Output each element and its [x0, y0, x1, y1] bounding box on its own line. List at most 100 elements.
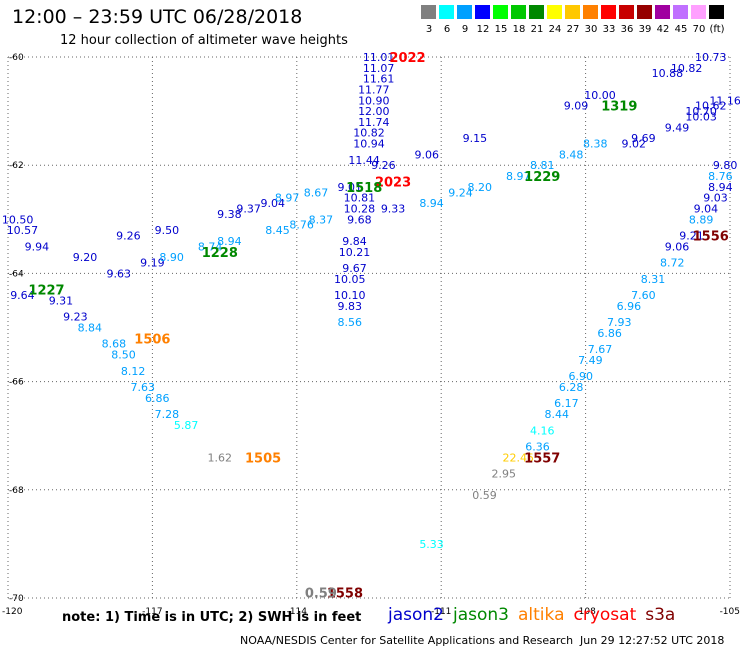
wave-height-label: 9.31: [49, 294, 74, 307]
pass-time-label: 2023: [375, 175, 411, 190]
wave-height-label: 7.67: [588, 343, 613, 356]
map-subtitle: 12 hour collection of altimeter wave hei…: [60, 33, 348, 48]
wave-height-label: 7.28: [155, 408, 180, 421]
wave-height-label: 9.09: [564, 100, 589, 113]
wave-height-label: 8.94: [708, 181, 733, 194]
wave-height-label: 8.48: [559, 148, 584, 161]
wave-height-label: 6.17: [554, 397, 579, 410]
wave-height-label: 9.80: [713, 159, 738, 172]
wave-height-label: 11.77: [358, 83, 390, 96]
wave-height-label: 9.49: [665, 121, 690, 134]
wave-height-label: 6.36: [525, 441, 550, 454]
wave-height-label: 9.84: [342, 235, 367, 248]
legend-label: 21: [530, 24, 544, 35]
lat-tick-label: -64: [9, 269, 24, 279]
pass-time-label: 0.59: [305, 587, 337, 602]
wave-height-label: 9.37: [236, 202, 261, 215]
wave-height-label: 9.24: [448, 186, 473, 199]
wave-height-label: 9.01: [337, 181, 362, 194]
wave-height-label: 7.63: [131, 381, 156, 394]
wave-height-label: 10.62: [695, 100, 727, 113]
wave-height-label: 11.07: [363, 62, 395, 75]
wave-height-label: 1.62: [208, 451, 233, 464]
wave-height-label: 9.67: [342, 262, 367, 275]
legend-label: 42: [656, 24, 670, 35]
legend-unit: (ft): [709, 24, 725, 35]
legend-swatch: [439, 5, 454, 19]
legend-label: 18: [512, 24, 526, 35]
satellite-s3a: s3a: [645, 605, 676, 625]
legend-label: 39: [638, 24, 652, 35]
legend-label: 27: [566, 24, 580, 35]
pass-time-label: 2022: [389, 51, 425, 66]
wave-height-label: 10.21: [339, 246, 371, 259]
lat-tick-label: -62: [9, 161, 24, 171]
wave-height-label: 6.96: [617, 300, 642, 313]
wave-height-label: 9.04: [260, 197, 285, 210]
wave-height-label: 9.50: [155, 224, 180, 237]
pass-time-label: 1518: [346, 181, 382, 196]
wave-height-label: 6.28: [559, 381, 584, 394]
lon-tick-label: -117: [142, 607, 162, 617]
lat-tick-label: -70: [9, 594, 24, 604]
wave-height-label: 9.94: [25, 240, 50, 253]
legend-swatch: [601, 5, 616, 19]
lon-tick-label: -105: [720, 607, 740, 617]
legend-swatch: [655, 5, 670, 19]
wave-height-label: 8.67: [304, 186, 329, 199]
satellite-jason3: jason3: [453, 605, 509, 625]
wave-height-label: 8.72: [660, 257, 685, 270]
legend-swatch: [547, 5, 562, 19]
footer-note: note: 1) Time is in UTC; 2) SWH is in fe…: [62, 610, 362, 625]
wave-height-label: 10.94: [353, 138, 385, 151]
lon-tick-label: -114: [287, 607, 308, 617]
footer-credit: NOAA/NESDIS Center for Satellite Applica…: [240, 634, 574, 647]
wave-height-label: 6.90: [569, 370, 594, 383]
legend-label: 6: [443, 24, 451, 35]
wave-height-label: 8.97: [506, 170, 531, 183]
wave-height-label: 8.81: [530, 159, 555, 172]
wave-height-label: 10.57: [7, 224, 39, 237]
legend-swatch: [511, 5, 526, 19]
wave-height-label: 9.69: [631, 132, 656, 145]
lat-tick-label: -68: [9, 486, 24, 496]
wave-height-label: 10.82: [353, 127, 385, 140]
wave-height-label: 11.01: [363, 51, 395, 64]
wave-height-label: 6.86: [597, 327, 622, 340]
legend-label: 30: [584, 24, 598, 35]
legend-swatch: [565, 5, 580, 19]
legend-swatch: [619, 5, 634, 19]
wave-height-label: 9.15: [463, 132, 488, 145]
wave-height-label: 11.16: [709, 94, 740, 107]
wave-height-label: 0.59: [472, 489, 497, 502]
lon-tick-label: -120: [2, 607, 23, 617]
wave-height-label: 8.45: [265, 224, 290, 237]
legend-swatch: [457, 5, 472, 19]
legend-label: 24: [548, 24, 562, 35]
legend-label: 12: [476, 24, 490, 35]
legend-label: 70: [692, 24, 706, 35]
wave-height-label: 9.38: [217, 208, 242, 221]
wave-height-label: 5.33: [419, 538, 444, 551]
wave-height-label: 7.93: [607, 316, 632, 329]
wave-height-label: 10.00: [584, 89, 616, 102]
wave-height-label: 8.84: [78, 322, 103, 335]
lon-tick-label: -108: [575, 607, 596, 617]
wave-height-label: 2.95: [492, 468, 517, 481]
wave-height-label: 10.81: [344, 192, 376, 205]
wave-height-label: 9.68: [347, 213, 372, 226]
wave-height-label: 8.38: [583, 138, 608, 151]
legend-label: 36: [620, 24, 634, 35]
wave-height-label: 8.68: [102, 338, 127, 351]
wave-height-label: 9.20: [73, 251, 98, 264]
wave-height-label: 8.89: [689, 213, 714, 226]
wave-height-label: 8.37: [309, 213, 334, 226]
wave-height-label: 9.06: [415, 148, 440, 161]
wave-height-label: 7.60: [631, 289, 656, 302]
wave-height-label: 9.26: [371, 159, 396, 172]
wave-height-label: 8.90: [159, 251, 184, 264]
legend-label: 3: [425, 24, 433, 35]
pass-time-label: 1229: [524, 170, 560, 185]
pass-time-label: 1558: [327, 587, 363, 602]
legend-label: 45: [674, 24, 688, 35]
